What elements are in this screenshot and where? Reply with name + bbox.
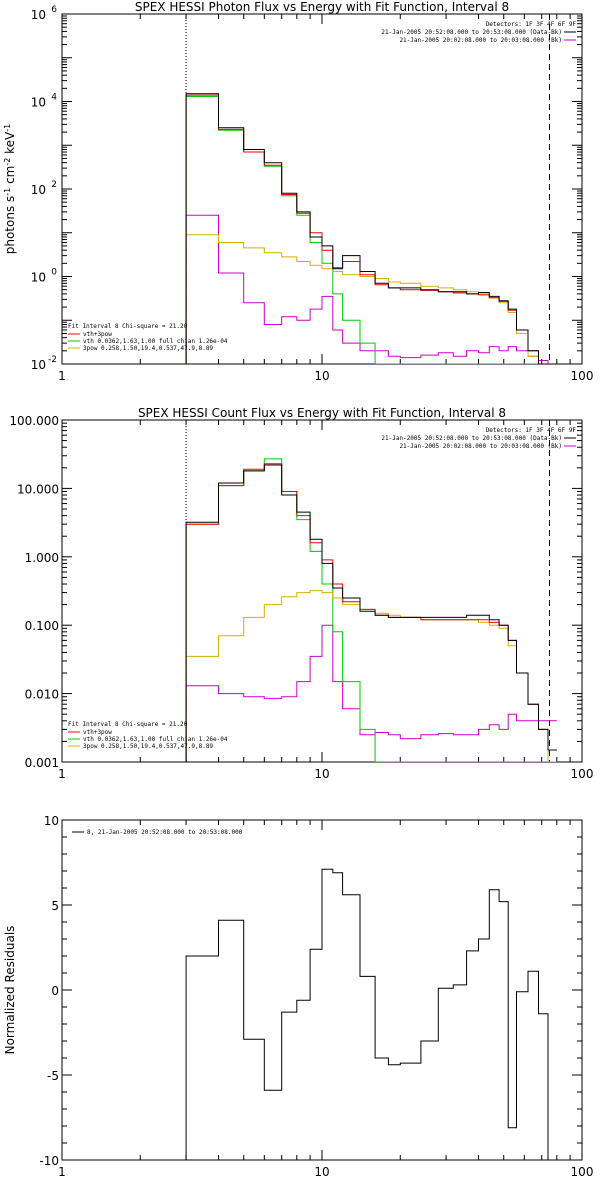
fit-legend-text: 3pow 0.258,1.50,19.4,0.537,47.9,8.89 [83, 345, 213, 352]
y-tick-label: 0.001 [25, 756, 59, 770]
series-thermal [185, 458, 557, 762]
y-axis-label: photons s-1 cm-2 keV-1 [3, 124, 18, 255]
legend-entry-text: 21-Jan-2005 20:02:08.000 to 20:03:08.000… [399, 37, 562, 44]
y-tick-label: -10 [39, 1154, 59, 1168]
y-axis-label-part: -1 [3, 188, 12, 196]
series-fit [185, 94, 557, 364]
y-tick-label: 10 [31, 8, 46, 22]
chart-panel-1: SPEX HESSI Photon Flux vs Energy with Fi… [3, 0, 594, 383]
residuals-legend-text: 8, 21-Jan-2005 20:52:08.000 to 20:53:08.… [87, 829, 243, 836]
fit-legend-text: vth+3pow [83, 729, 112, 736]
y-tick-exponent: -2 [48, 355, 57, 365]
y-axis-label: Normalized Residuals [3, 926, 17, 1055]
series-powerlaw [185, 590, 557, 762]
legend-header: Detectors: 1F 3F 4F 6F 9F [486, 21, 577, 28]
x-tick-label: 100 [571, 1165, 594, 1179]
fit-legend-text: vth 0.0362,1.63,1.00 full chian 1.26e-04 [83, 338, 228, 345]
series-data [185, 464, 557, 762]
y-tick-label: -5 [47, 1069, 59, 1083]
y-tick-label: 10 [44, 814, 59, 828]
legend-entry-text: 21-Jan-2005 20:52:08.000 to 20:53:08.000… [381, 435, 562, 442]
fit-legend-text: 3pow 0.258,1.50,19.4,0.537,47.9,8.89 [83, 743, 213, 750]
chart-panel-3: Normalized Residuals 1 10 100 -10 -5 0 5 10 8, 21… [3, 814, 593, 1179]
y-tick-base: 10 [31, 271, 46, 285]
plot-area [185, 14, 557, 364]
y-tick-base: 10 [31, 358, 46, 372]
y-tick-label: 10 [31, 358, 46, 372]
series-background [185, 624, 557, 762]
x-tick-label: 10 [314, 1165, 329, 1179]
y-tick-label: 10 [31, 96, 46, 110]
y-tick-base: 10 [31, 183, 46, 197]
legend-header: Detectors: 1F 3F 4F 6F 9F [486, 427, 577, 434]
chart-title: SPEX HESSI Count Flux vs Energy with Fit… [138, 406, 506, 420]
y-tick-label: 5 [51, 899, 59, 913]
x-tick-label: 10 [314, 767, 329, 781]
fit-legend-text: vth 0.0362,1.63,1.00 full chian 1.26e-04 [83, 736, 228, 743]
y-axis-label-part: photons s [3, 196, 17, 255]
chart-panel-2: SPEX HESSI Count Flux vs Energy with Fit… [9, 406, 593, 781]
legend-entry-text: 21-Jan-2005 20:52:08.000 to 20:53:08.000… [381, 29, 562, 36]
y-tick-exponent: 4 [51, 93, 57, 103]
x-tick-label: 1 [58, 767, 66, 781]
x-tick-label: 100 [571, 369, 594, 383]
fit-legend-header: Fit Interval 8 Chi-square = 21.20 [68, 323, 188, 330]
chart-title: SPEX HESSI Photon Flux vs Energy with Fi… [135, 0, 509, 14]
residuals-series [185, 868, 557, 1160]
series-powerlaw [185, 234, 557, 364]
y-tick-exponent: 0 [51, 268, 57, 278]
plot-frame [61, 13, 583, 365]
series-fit [185, 463, 557, 762]
y-axis-label-part: -2 [3, 158, 12, 166]
x-tick-label: 10 [314, 369, 329, 383]
x-tick-label: 1 [58, 369, 66, 383]
y-tick-label: 10.000 [17, 482, 59, 496]
y-axis-label-part: cm [3, 166, 17, 188]
plot-area [185, 868, 557, 1160]
legend-entry-text: 21-Jan-2005 20:02:08.000 to 20:03:08.000… [399, 443, 562, 450]
y-tick-label: 100.000 [9, 414, 59, 428]
fit-legend-text: vth+3pow [83, 331, 112, 338]
plot-area [185, 420, 557, 762]
y-tick-exponent: 2 [51, 180, 57, 190]
y-tick-base: 10 [31, 8, 46, 22]
series-thermal [185, 96, 557, 364]
series-background [185, 214, 557, 364]
y-tick-label: 1.000 [25, 551, 59, 565]
y-axis-label-part: keV [3, 131, 17, 158]
y-tick-base: 10 [31, 96, 46, 110]
x-tick-label: 1 [58, 1165, 66, 1179]
y-tick-label: 0 [51, 984, 59, 998]
y-tick-label: 10 [31, 271, 46, 285]
y-tick-label: 10 [31, 183, 46, 197]
x-tick-label: 100 [571, 767, 594, 781]
y-tick-exponent: 6 [51, 5, 57, 15]
y-axis-label-part: -1 [3, 124, 12, 132]
fit-legend-header: Fit Interval 8 Chi-square = 21.20 [68, 721, 188, 728]
series-data [185, 93, 557, 364]
y-tick-label: 0.010 [25, 688, 59, 702]
y-tick-label: 0.100 [25, 619, 59, 633]
